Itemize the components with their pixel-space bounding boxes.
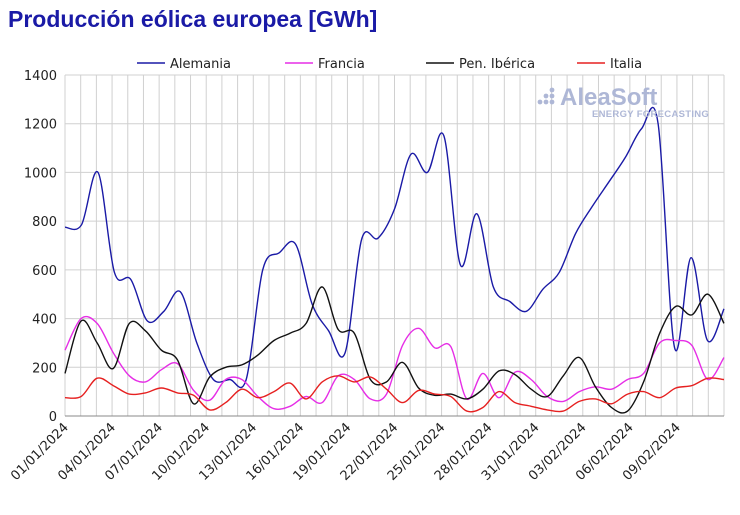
y-tick-label: 400 xyxy=(32,313,57,328)
logo-name: AleaSoft xyxy=(560,84,657,111)
y-tick-label: 800 xyxy=(32,215,57,230)
y-tick-label: 1400 xyxy=(24,69,57,84)
legend-label: Italia xyxy=(610,57,642,72)
y-tick-label: 0 xyxy=(49,410,57,425)
chart-title: Producción eólica europea [GWh] xyxy=(8,6,378,32)
logo-dot xyxy=(543,99,549,105)
y-tick-label: 1200 xyxy=(24,118,57,133)
series-line-alemania xyxy=(64,106,725,389)
series-lines xyxy=(64,106,725,414)
legend-label: Pen. Ibérica xyxy=(459,57,535,72)
grid xyxy=(64,74,725,417)
y-tick-labels: 0 200 400 600 800 1000 1200 1400 xyxy=(24,69,57,425)
y-tick-label: 1000 xyxy=(24,166,57,181)
logo-dot xyxy=(537,99,543,105)
x-tick-labels: 01/01/202404/01/202407/01/202410/01/2024… xyxy=(8,420,684,484)
legend-label: Francia xyxy=(318,57,365,72)
logo-dot xyxy=(543,93,549,99)
logo-dot xyxy=(549,87,555,93)
series-line-italia xyxy=(64,375,725,413)
y-tick-label: 200 xyxy=(32,361,57,376)
logo-dot xyxy=(549,93,555,99)
legend: Alemania Francia Pen. Ibérica Italia xyxy=(137,57,642,72)
y-tick-label: 600 xyxy=(32,264,57,279)
legend-label: Alemania xyxy=(170,57,231,72)
logo-tagline: ENERGY FORECASTING xyxy=(592,109,709,120)
logo-dot xyxy=(549,99,555,105)
series-line-pen-ib-rica xyxy=(64,286,725,414)
